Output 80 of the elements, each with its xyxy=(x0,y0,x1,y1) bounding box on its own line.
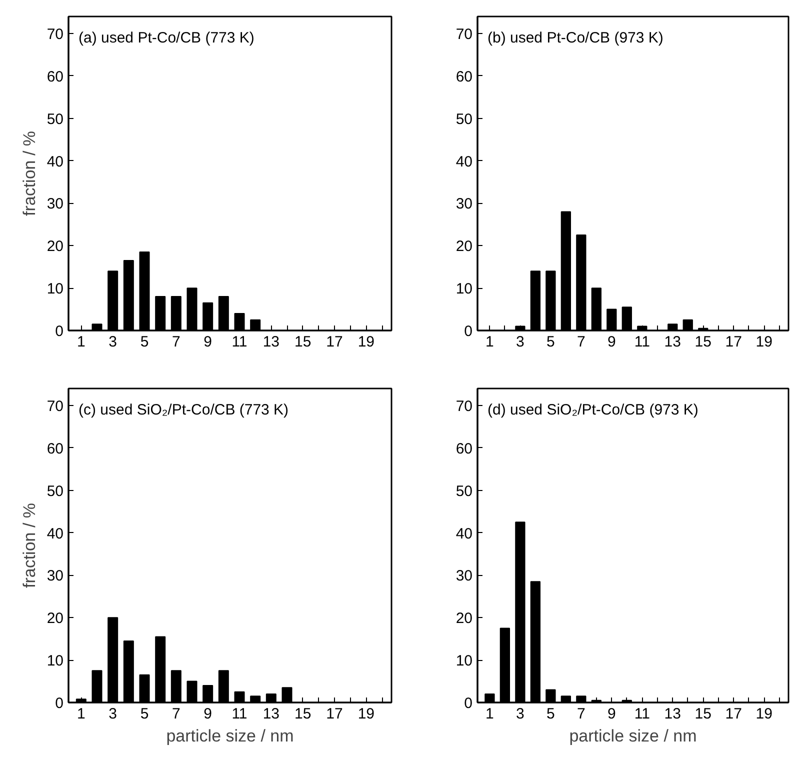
x-tick-label: 7 xyxy=(576,334,586,350)
x-tick-label: 5 xyxy=(546,334,555,350)
y-tick-label: 20 xyxy=(46,610,64,628)
x-tick-label: 5 xyxy=(140,706,149,722)
x-tick-label: 15 xyxy=(294,334,312,350)
x-tick-label: 19 xyxy=(358,706,375,722)
x-tick-label: 5 xyxy=(546,706,555,722)
y-tick-label: 50 xyxy=(46,110,64,128)
x-tick-label: 11 xyxy=(634,334,650,350)
text: (b) used Pt-Co/CB (973 K) xyxy=(488,30,664,46)
x-tick-label: 17 xyxy=(326,334,343,350)
x-tick-label: 7 xyxy=(576,706,586,722)
y-tick-label: 30 xyxy=(46,568,64,585)
y-tick-label: 40 xyxy=(456,153,473,170)
x-tick-label: 15 xyxy=(294,706,312,722)
text: (a) used Pt-Co/CB (773 K) xyxy=(78,30,254,46)
y-tick-label: 0 xyxy=(55,695,64,712)
x-tick-label: 1 xyxy=(76,334,86,350)
y-tick-label: 40 xyxy=(46,525,64,542)
y-tick-label: 10 xyxy=(456,280,473,298)
x-tick-label: 1 xyxy=(486,706,494,722)
x-tick-label: 19 xyxy=(756,334,772,350)
y-tick-label: 20 xyxy=(456,238,473,256)
y-axis-title: fraction / % xyxy=(20,502,39,588)
y-tick-label: 60 xyxy=(46,68,64,86)
x-tick-label: 13 xyxy=(664,706,681,722)
y-tick-label: 10 xyxy=(46,280,64,298)
x-tick-label: 19 xyxy=(756,706,772,722)
y-tick-label: 70 xyxy=(46,26,64,43)
x-tick-label: 11 xyxy=(232,706,248,722)
y-tick-label: 40 xyxy=(456,525,473,542)
x-tick-label: 15 xyxy=(694,706,712,722)
x-tick-label: 3 xyxy=(108,706,118,722)
y-tick-label: 60 xyxy=(456,68,473,86)
x-tick-label: 3 xyxy=(516,706,524,722)
x-tick-label: 3 xyxy=(108,334,118,350)
y-tick-label: 60 xyxy=(456,440,473,458)
y-tick-label: 70 xyxy=(456,398,473,415)
y-tick-label: 40 xyxy=(46,153,64,170)
text: (d) used SiO₂/Pt-Co/CB (973 K) xyxy=(488,402,698,418)
text: (c) used SiO₂/Pt-Co/CB (773 K) xyxy=(78,402,289,418)
x-tick-label: 7 xyxy=(172,706,180,722)
y-axis-title: fraction / % xyxy=(20,130,39,216)
x-tick-label: 15 xyxy=(694,334,712,350)
x-tick-label: 5 xyxy=(140,334,149,350)
y-tick-label: 30 xyxy=(456,196,473,213)
y-tick-label: 50 xyxy=(456,482,473,500)
y-tick-label: 70 xyxy=(46,398,64,415)
y-tick-label: 20 xyxy=(46,238,64,256)
x-tick-label: 11 xyxy=(634,706,650,722)
y-tick-label: 70 xyxy=(456,26,473,43)
x-tick-label: 7 xyxy=(172,334,180,350)
y-tick-label: 10 xyxy=(46,652,64,670)
x-tick-label: 1 xyxy=(486,334,494,350)
x-tick-label: 13 xyxy=(664,334,681,350)
y-tick-label: 10 xyxy=(456,652,473,670)
x-axis-title: particle size / nm xyxy=(166,726,294,746)
y-tick-label: 20 xyxy=(456,610,473,628)
x-tick-label: 17 xyxy=(725,334,742,350)
y-tick-label: 50 xyxy=(456,110,473,128)
x-tick-label: 9 xyxy=(204,706,212,722)
x-tick-label: 9 xyxy=(607,706,616,722)
x-tick-label: 17 xyxy=(326,706,343,722)
x-tick-label: 19 xyxy=(358,334,375,350)
y-tick-label: 60 xyxy=(46,440,64,458)
y-tick-label: 0 xyxy=(55,323,64,340)
x-tick-label: 13 xyxy=(262,706,280,722)
x-tick-label: 9 xyxy=(204,334,212,350)
y-tick-label: 0 xyxy=(464,323,472,340)
x-tick-label: 13 xyxy=(262,334,280,350)
x-tick-label: 3 xyxy=(516,334,524,350)
y-tick-label: 30 xyxy=(456,568,473,585)
x-tick-label: 1 xyxy=(76,706,86,722)
y-tick-label: 30 xyxy=(46,196,64,213)
y-tick-label: 0 xyxy=(464,695,472,712)
x-axis-title: particle size / nm xyxy=(569,726,697,746)
x-tick-label: 9 xyxy=(607,334,616,350)
y-tick-label: 50 xyxy=(46,482,64,500)
x-tick-label: 11 xyxy=(232,334,248,350)
x-tick-label: 17 xyxy=(725,706,742,722)
